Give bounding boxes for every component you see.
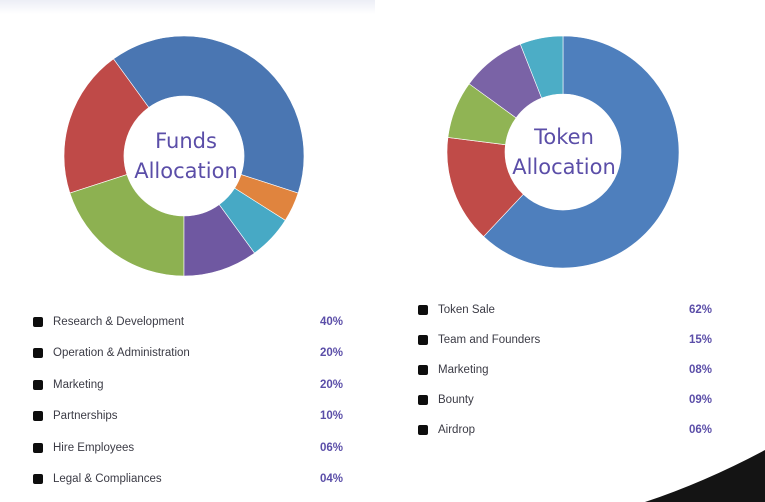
funds-title-line1: Funds	[155, 129, 217, 153]
bullet-icon	[33, 348, 43, 359]
legend-label: Team and Founders	[438, 334, 541, 346]
funds-title-line2: Allocation	[134, 159, 238, 183]
token-title-line2: Allocation	[512, 155, 616, 179]
top-shade	[0, 0, 375, 14]
legend-percent: 62%	[688, 304, 712, 316]
legend-label: Marketing	[53, 378, 104, 391]
legend-percent: 20%	[319, 378, 343, 391]
legend-item: Airdrop 06%	[418, 415, 712, 445]
donut-slice-legal-compliances	[234, 174, 299, 221]
funds-chart-title: Funds Allocation	[114, 126, 258, 186]
donut-slice-token-sale	[483, 35, 680, 269]
bullet-icon	[418, 305, 428, 315]
legend-percent: 40%	[319, 315, 343, 328]
legend-label: Partnerships	[53, 410, 118, 423]
legend-percent: 06%	[688, 424, 712, 436]
legend-percent: 20%	[319, 347, 343, 360]
legend-percent: 08%	[688, 364, 712, 376]
bullet-icon	[33, 316, 43, 327]
bullet-icon	[33, 379, 43, 390]
donut-slice-research-development	[113, 35, 305, 194]
bullet-icon	[418, 335, 428, 345]
donut-slice-airdrop	[519, 35, 564, 99]
bullet-icon	[418, 395, 428, 405]
legend-item: Legal & Compliances 04%	[33, 464, 343, 496]
legend-item: Marketing 20%	[33, 369, 343, 401]
bullet-icon	[418, 425, 428, 435]
legend-percent: 06%	[319, 441, 343, 454]
bullet-icon	[33, 442, 43, 453]
legend-label: Airdrop	[438, 424, 476, 436]
funds-legend: Research & Development 40% Operation & A…	[33, 306, 343, 495]
legend-label: Bounty	[438, 394, 474, 406]
donut-slice-marketing	[69, 174, 185, 277]
token-legend: Token Sale 62% Team and Founders 15% Mar…	[418, 295, 712, 445]
token-title-line1: Token	[534, 125, 594, 149]
legend-label: Marketing	[438, 364, 489, 376]
legend-label: Token Sale	[438, 304, 495, 316]
legend-percent: 10%	[319, 410, 343, 423]
legend-percent: 09%	[688, 394, 712, 406]
bullet-icon	[33, 474, 43, 485]
legend-item: Partnerships 10%	[33, 401, 343, 433]
legend-label: Operation & Administration	[53, 347, 190, 360]
legend-label: Hire Employees	[53, 441, 135, 454]
legend-label: Research & Development	[53, 315, 185, 328]
legend-label: Legal & Compliances	[53, 473, 162, 486]
legend-item: Token Sale 62%	[418, 295, 712, 325]
legend-item: Team and Founders 15%	[418, 325, 712, 355]
bullet-icon	[33, 411, 43, 422]
legend-item: Hire Employees 06%	[33, 432, 343, 464]
legend-item: Bounty 09%	[418, 385, 712, 415]
legend-percent: 04%	[319, 473, 343, 486]
token-chart-title: Token Allocation	[492, 122, 636, 182]
token-allocation-donut-chart	[446, 35, 680, 269]
corner-swoosh	[645, 450, 765, 502]
legend-item: Marketing 08%	[418, 355, 712, 385]
bullet-icon	[418, 365, 428, 375]
donut-slice-operation-administration	[63, 58, 150, 194]
funds-allocation-donut-chart	[63, 35, 305, 277]
legend-percent: 15%	[688, 334, 712, 346]
legend-item: Research & Development 40%	[33, 306, 343, 338]
legend-item: Operation & Administration 20%	[33, 338, 343, 370]
